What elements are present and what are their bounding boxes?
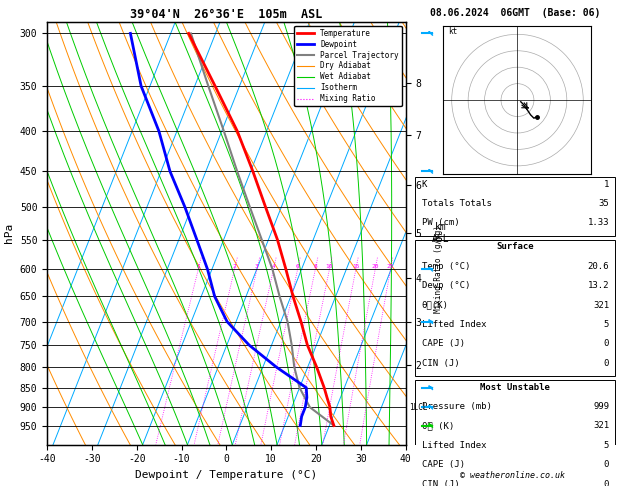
Text: 25: 25 <box>387 264 394 269</box>
Text: 4: 4 <box>272 264 276 269</box>
Text: 1.33: 1.33 <box>587 219 609 227</box>
Text: © weatheronline.co.uk: © weatheronline.co.uk <box>460 471 565 480</box>
Text: CAPE (J): CAPE (J) <box>421 339 465 348</box>
Text: 1LCL: 1LCL <box>409 402 428 412</box>
Text: Temp (°C): Temp (°C) <box>421 261 470 271</box>
Text: Lifted Index: Lifted Index <box>421 441 486 450</box>
Text: Surface: Surface <box>496 242 534 251</box>
Text: 3: 3 <box>255 264 259 269</box>
Text: 20: 20 <box>372 264 379 269</box>
Text: 5: 5 <box>604 441 609 450</box>
Text: K: K <box>421 180 427 189</box>
Text: 1: 1 <box>196 264 200 269</box>
Text: 321: 321 <box>593 300 609 310</box>
Text: Mixing Ratio (g/kg): Mixing Ratio (g/kg) <box>434 226 443 313</box>
Text: PW (cm): PW (cm) <box>421 219 459 227</box>
Text: 08.06.2024  06GMT  (Base: 06): 08.06.2024 06GMT (Base: 06) <box>430 8 601 17</box>
Text: 5: 5 <box>604 320 609 329</box>
Title: 39°04'N  26°36'E  105m  ASL: 39°04'N 26°36'E 105m ASL <box>130 8 323 21</box>
X-axis label: Dewpoint / Temperature (°C): Dewpoint / Temperature (°C) <box>135 470 318 480</box>
Text: Most Unstable: Most Unstable <box>481 382 550 392</box>
Text: CIN (J): CIN (J) <box>421 359 459 368</box>
Text: 35: 35 <box>598 199 609 208</box>
Bar <box>415 240 615 376</box>
Bar <box>415 381 615 486</box>
Text: θᴄ(K): θᴄ(K) <box>421 300 448 310</box>
Text: Totals Totals: Totals Totals <box>421 199 491 208</box>
Text: 13.2: 13.2 <box>587 281 609 290</box>
Text: 0: 0 <box>604 480 609 486</box>
Text: Dewp (°C): Dewp (°C) <box>421 281 470 290</box>
Text: 999: 999 <box>593 402 609 411</box>
Text: Pressure (mb): Pressure (mb) <box>421 402 491 411</box>
Y-axis label: km
ASL: km ASL <box>431 223 449 244</box>
Text: CAPE (J): CAPE (J) <box>421 460 465 469</box>
Text: 15: 15 <box>352 264 360 269</box>
Text: 0: 0 <box>604 359 609 368</box>
Y-axis label: hPa: hPa <box>4 223 14 243</box>
Text: θᴄ (K): θᴄ (K) <box>421 421 454 431</box>
Text: 2: 2 <box>233 264 237 269</box>
Text: 1: 1 <box>604 180 609 189</box>
Text: CIN (J): CIN (J) <box>421 480 459 486</box>
Text: 20.6: 20.6 <box>587 261 609 271</box>
Text: 10: 10 <box>326 264 333 269</box>
Text: 8: 8 <box>313 264 317 269</box>
Text: 6: 6 <box>296 264 299 269</box>
Bar <box>415 177 615 236</box>
Text: 0: 0 <box>604 339 609 348</box>
Legend: Temperature, Dewpoint, Parcel Trajectory, Dry Adiabat, Wet Adiabat, Isotherm, Mi: Temperature, Dewpoint, Parcel Trajectory… <box>294 26 402 106</box>
Text: 0: 0 <box>604 460 609 469</box>
Text: 321: 321 <box>593 421 609 431</box>
Text: Lifted Index: Lifted Index <box>421 320 486 329</box>
